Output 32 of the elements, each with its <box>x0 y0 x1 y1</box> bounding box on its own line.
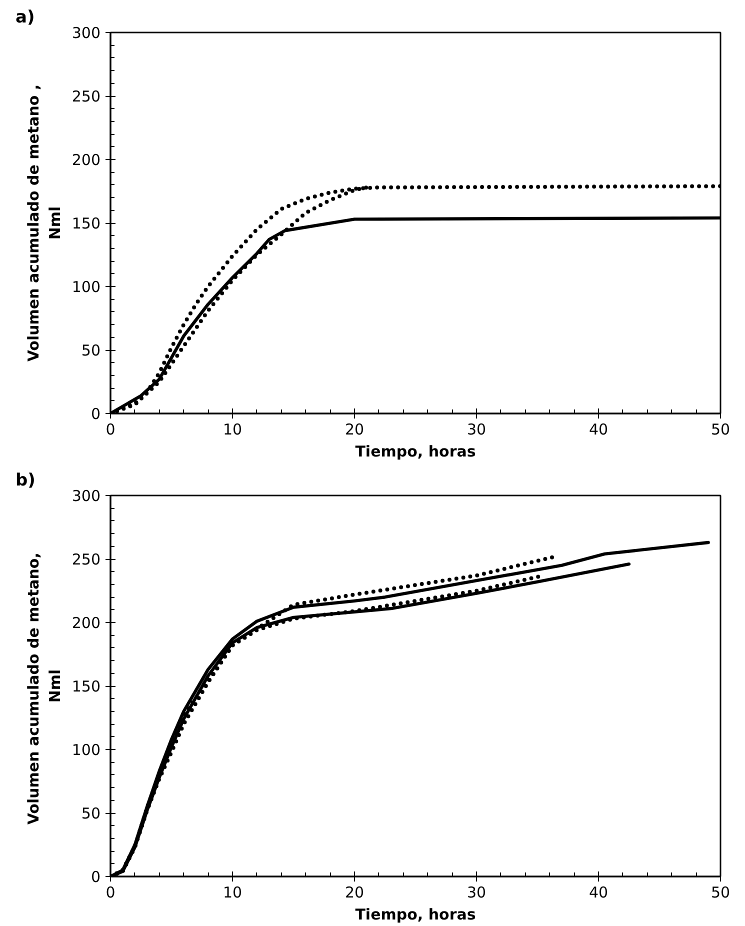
y-axis-title: Volumen acumulado de metano , Nml <box>24 84 64 362</box>
y-tick-label: 50 <box>81 342 101 360</box>
x-tick-label: 30 <box>466 884 486 902</box>
y-tick-label: 200 <box>72 614 101 632</box>
x-tick-label: 50 <box>710 884 730 902</box>
y-tick-label: 300 <box>72 487 101 505</box>
y-tick-label: 100 <box>72 278 101 296</box>
chart-title: a) <box>16 8 35 28</box>
x-tick-label: 20 <box>344 884 364 902</box>
x-tick-label: 50 <box>710 420 730 438</box>
y-tick-label: 150 <box>72 678 101 696</box>
x-tick-label: 10 <box>222 420 242 438</box>
y-tick-label: 0 <box>90 405 101 423</box>
y-tick-label: 0 <box>90 868 101 886</box>
y-tick-label: 300 <box>72 24 101 42</box>
x-tick-label: 20 <box>344 420 364 438</box>
x-tick-label: 30 <box>466 420 486 438</box>
y-tick-label: 200 <box>72 151 101 169</box>
x-axis-title: Tiempo, horas <box>355 442 476 460</box>
y-tick-label: 50 <box>81 804 101 822</box>
x-tick-label: 10 <box>222 884 242 902</box>
y-tick-label: 150 <box>72 214 101 232</box>
x-tick-label: 40 <box>588 420 608 438</box>
x-tick-label: 40 <box>588 884 608 902</box>
y-axis-title: Volumen acumulado de metano, Nml <box>24 552 64 825</box>
x-axis-title: Tiempo, horas <box>355 906 476 924</box>
x-tick-label: 0 <box>106 420 116 438</box>
x-tick-label: 0 <box>106 884 116 902</box>
y-tick-label: 250 <box>72 88 101 106</box>
chart-title: b) <box>16 470 36 490</box>
y-tick-label: 250 <box>72 550 101 568</box>
y-tick-label: 100 <box>72 741 101 759</box>
